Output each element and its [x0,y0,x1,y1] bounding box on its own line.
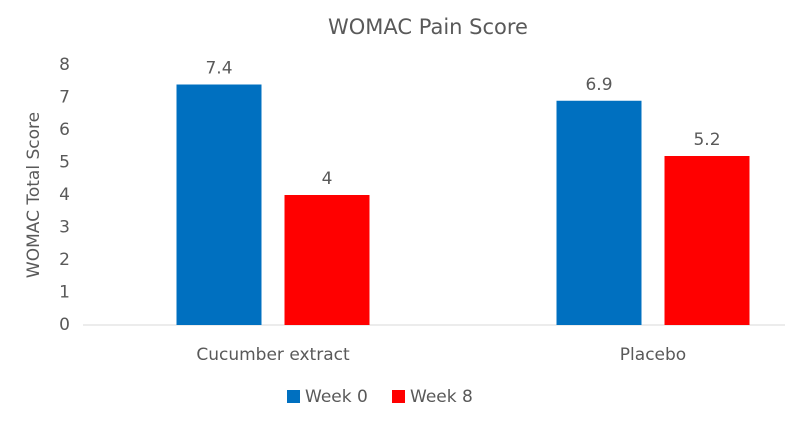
y-tick-label: 1 [59,283,70,303]
y-tick-label: 4 [59,185,70,205]
y-tick-label: 6 [59,120,70,140]
legend-swatch [287,390,300,403]
data-label: 6.9 [585,75,612,95]
legend-label: Week 0 [305,387,368,407]
data-label: 4 [322,169,333,189]
legend-swatch [392,390,405,403]
y-tick-label: 8 [59,55,70,75]
x-tick-label: Cucumber extract [196,345,350,365]
bar [556,100,642,325]
chart-title: WOMAC Pain Score [328,15,528,39]
y-tick-label: 7 [59,88,70,108]
data-label: 5.2 [693,130,720,150]
x-tick-label: Placebo [620,345,686,365]
bar [284,195,370,325]
data-label: 7.4 [205,59,232,79]
y-tick-label: 0 [59,315,70,335]
y-tick-label: 5 [59,153,70,173]
y-tick-label: 3 [59,218,70,238]
y-axis-title: WOMAC Total Score [24,112,44,278]
bar [176,84,262,325]
y-tick-label: 2 [59,250,70,270]
bar [664,156,750,325]
legend-label: Week 8 [410,387,473,407]
